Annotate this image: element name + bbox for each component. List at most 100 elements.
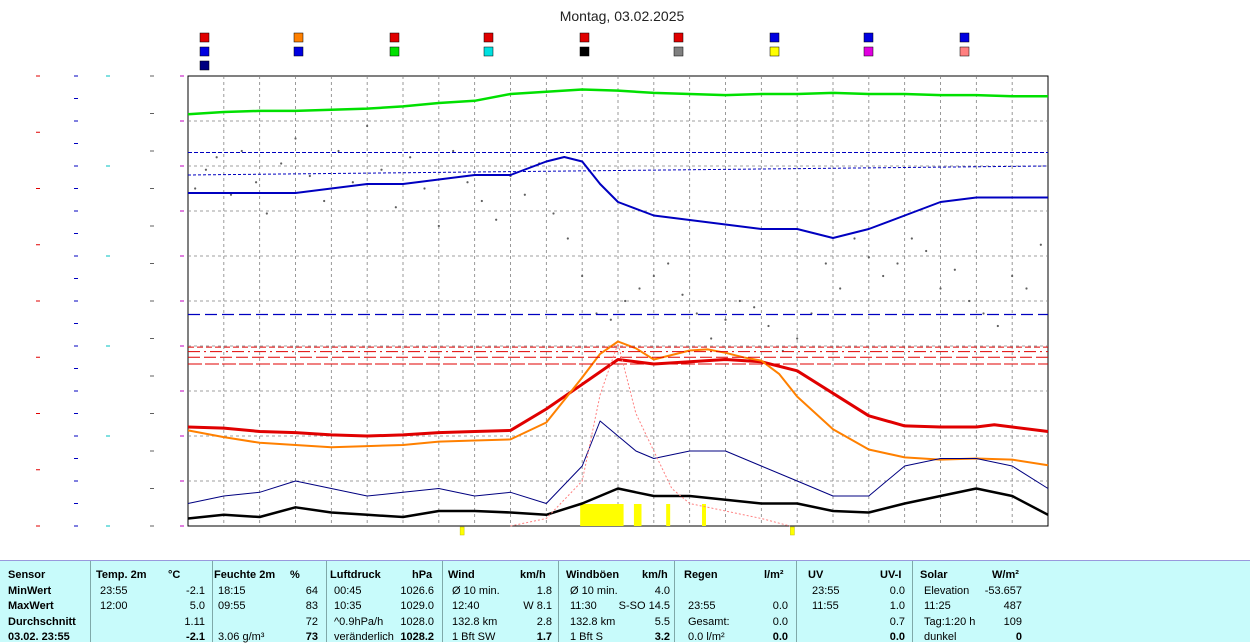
direction-point: [681, 293, 684, 296]
sunshine-bar: [702, 504, 706, 526]
legend-swatch: [199, 46, 210, 57]
sunshine-bar: [612, 504, 617, 526]
stats-press-time: veränderlich: [334, 631, 394, 643]
stats-temp-value: -2.1: [186, 585, 205, 597]
stats-uv-time: 11:55: [812, 600, 839, 612]
direction-point: [896, 262, 899, 265]
direction-point: [566, 237, 569, 240]
direction-point: [240, 149, 243, 153]
sunshine-bar: [590, 504, 595, 526]
stats-uv-value: 1.0: [889, 600, 905, 612]
sunshine-bar: [616, 504, 620, 526]
stats-rain-value: 0.0: [772, 616, 788, 628]
stats-temp-value: -2.1: [186, 631, 205, 643]
stats-solar-time: dunkel: [924, 631, 957, 643]
direction-point: [609, 318, 612, 321]
direction-point: [925, 249, 928, 253]
direction-point: [294, 137, 297, 140]
stats-unit-temp: °C: [168, 569, 181, 581]
legend-swatch: [199, 60, 210, 71]
legend-swatch: [293, 46, 304, 57]
stats-wind-time: 12:40: [452, 600, 480, 612]
stats-press-time: ^0.9hPa/h: [334, 616, 384, 628]
sunshine-bar: [666, 504, 671, 526]
stats-rain-time: Gesamt:: [688, 616, 730, 628]
direction-point: [638, 287, 641, 290]
legend-swatch: [673, 32, 684, 43]
stats-divider: [442, 561, 443, 642]
stats-temp-value: 5.0: [189, 600, 205, 612]
series-windb-en: [187, 420, 1049, 504]
stats-gust-time: 11:30: [570, 600, 597, 612]
stats-hum-value: 83: [305, 600, 318, 612]
series-bod-feucht25: [187, 165, 1049, 176]
grid: [188, 76, 1048, 526]
direction-point: [724, 318, 727, 321]
sunshine-bar: [608, 504, 613, 526]
direction-point: [523, 193, 526, 196]
stats-hum-value: 64: [305, 585, 318, 597]
stats-divider: [90, 561, 91, 642]
legend-swatch: [579, 46, 590, 57]
direction-point: [767, 324, 770, 328]
sunshine-bar: [633, 504, 638, 526]
stats-gust-value: 4.0: [654, 585, 670, 597]
direction-point: [495, 218, 498, 221]
legend-swatch: [483, 46, 494, 57]
stats-row-label: MaxWert: [8, 600, 54, 612]
direction-point: [423, 187, 426, 190]
direction-point: [229, 193, 233, 196]
stats-press-value: 1028.0: [400, 616, 434, 628]
stats-uv-value: 0.7: [889, 616, 905, 628]
stats-press-time: 00:45: [334, 585, 362, 597]
direction-point: [351, 181, 354, 184]
direction-point: [1011, 274, 1014, 278]
stats-temp-time: 23:55: [100, 585, 128, 597]
sunshine-bar: [619, 504, 624, 526]
direction-point: [939, 287, 942, 290]
stats-unit-hum: %: [290, 569, 300, 581]
direction-point: [882, 274, 885, 278]
stats-header-press: Luftdruck: [330, 569, 381, 581]
direction-point: [796, 337, 799, 340]
series-luftdruck: [187, 88, 1048, 116]
stats-uv-value: 0.0: [889, 631, 905, 643]
direction-point: [323, 199, 326, 203]
stats-unit-solar: W/m²: [992, 569, 1019, 581]
stats-press-time: 10:35: [334, 600, 362, 612]
stats-gust-time: 1 Bft S: [570, 631, 604, 643]
legend: [199, 32, 970, 71]
stats-solar-time: 11:25: [924, 600, 951, 612]
stats-wind-value: 1.7: [536, 631, 552, 643]
stats-rain-value: 0.0: [772, 631, 788, 643]
stats-hum-time: 18:15: [218, 585, 246, 597]
stats-divider: [558, 561, 559, 642]
stats-header-sensor: Sensor: [8, 569, 46, 581]
stats-gust-value: 5.5: [654, 616, 670, 628]
direction-point: [552, 212, 555, 215]
legend-swatch: [863, 32, 874, 43]
stats-header-gust: Windböen: [566, 569, 620, 581]
series-wind: [187, 487, 1049, 520]
sunshine-bar: [580, 504, 585, 526]
sunshine-bar: [598, 504, 603, 526]
stats-hum-value: 72: [305, 616, 318, 628]
direction-point: [1039, 243, 1042, 246]
stats-solar-value: -53.657: [984, 585, 1022, 597]
direction-point: [280, 162, 283, 165]
legend-swatch: [293, 32, 304, 43]
direction-point: [466, 181, 469, 184]
sunshine-bar: [601, 504, 606, 526]
legend-swatch: [769, 32, 780, 43]
direction-point: [215, 156, 218, 159]
stats-temp-value: 1.11: [184, 616, 205, 628]
direction-point: [254, 181, 258, 184]
stats-solar-time: Elevation: [924, 585, 970, 597]
stats-rain-time: 23:55: [688, 600, 716, 612]
legend-swatch: [483, 32, 494, 43]
stats-header-rain: Regen: [684, 569, 718, 581]
stats-wind-time: Ø 10 min.: [452, 585, 500, 597]
weather-chart: Montag, 03.02.2025: [36, 8, 1049, 536]
direction-point: [380, 168, 383, 171]
direction-point: [867, 256, 870, 259]
